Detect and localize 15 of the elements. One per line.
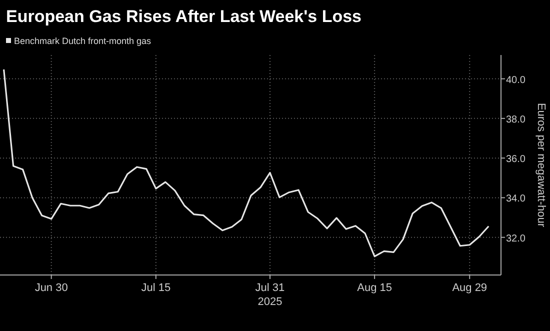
line-series [3, 68, 490, 258]
y-tick-label: 40.0 [506, 74, 526, 86]
x-tick-label: Jun 30 [34, 282, 68, 294]
x-tick-label: Jul 31 [255, 282, 285, 294]
x-axis-title: 2025 [258, 296, 282, 308]
chart-title: European Gas Rises After Last Week's Loss [6, 7, 362, 26]
y-tick-label: 38.0 [506, 114, 526, 126]
y-axis-title: Euros per megawatt-hour [535, 102, 547, 228]
legend-label: Benchmark Dutch front-month gas [14, 36, 152, 46]
y-tick-label: 32.0 [506, 233, 526, 244]
y-tick-label: 36.0 [506, 154, 526, 166]
x-tick-label: Aug 15 [357, 282, 392, 294]
x-tick-label: Aug 29 [452, 282, 488, 294]
y-tick-label: 34.0 [506, 194, 526, 205]
x-tick-label: Jul 15 [141, 282, 171, 294]
